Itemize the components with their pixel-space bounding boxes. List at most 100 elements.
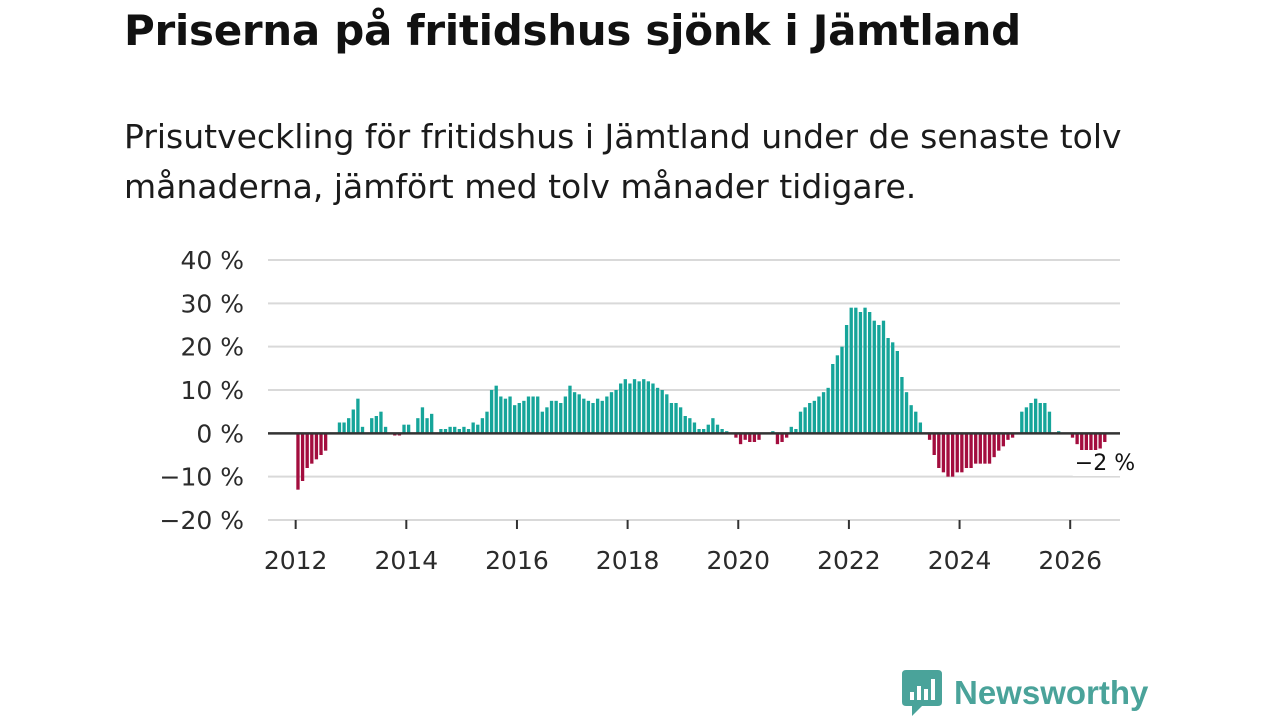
bar: [425, 418, 429, 434]
bar: [987, 433, 992, 464]
y-tick-label: 30 %: [180, 289, 244, 318]
bar: [720, 429, 724, 434]
bar: [955, 433, 959, 473]
bar: [628, 383, 632, 434]
bar: [370, 418, 374, 434]
bar: [835, 355, 840, 434]
brand-logo[interactable]: Newsworthy: [902, 670, 1148, 716]
bar: [909, 405, 913, 434]
bar: [1020, 411, 1024, 434]
bar: [891, 342, 895, 434]
bar: [904, 392, 909, 434]
bar: [715, 424, 720, 434]
bar: [798, 411, 803, 434]
bar: [508, 396, 512, 434]
bar: [646, 381, 651, 434]
brand-name: Newsworthy: [954, 674, 1149, 711]
bar: [600, 400, 604, 434]
bar: [900, 377, 904, 434]
last-value-label: −2 %: [1075, 451, 1135, 476]
bar: [1043, 403, 1047, 434]
bar: [1029, 403, 1033, 434]
bar: [1103, 433, 1107, 442]
bar: [383, 426, 388, 434]
bar: [674, 403, 678, 434]
bar: [757, 433, 761, 440]
bar: [881, 320, 886, 434]
bar: [789, 426, 793, 434]
bar: [651, 383, 655, 434]
y-tick-label: −20 %: [160, 506, 244, 535]
bar: [678, 407, 683, 434]
bar: [568, 385, 572, 434]
bar: [803, 407, 807, 434]
bar: [950, 433, 955, 477]
bar: [817, 396, 821, 434]
bar: [743, 433, 747, 440]
bar: [1080, 433, 1084, 451]
bar: [637, 381, 641, 434]
bar: [457, 429, 461, 434]
bar: [941, 433, 946, 473]
bar: [655, 387, 660, 434]
bar: [471, 422, 475, 434]
bar: [323, 433, 328, 451]
bar: [937, 433, 941, 468]
bar: [932, 433, 936, 455]
bar: [513, 405, 517, 434]
x-tick-label: 2022: [817, 546, 881, 575]
newsworthy-logo-icon: [902, 670, 942, 716]
bar: [831, 364, 835, 434]
bar: [296, 433, 300, 490]
annotation-background: [1072, 450, 1139, 476]
bar: [1075, 433, 1079, 445]
bar: [711, 418, 715, 434]
chart-subtitle: Prisutveckling för fritidshus i Jämtland…: [124, 117, 1122, 206]
bar: [517, 403, 521, 434]
bar: [586, 400, 591, 434]
bar: [914, 411, 918, 434]
bar: [536, 396, 540, 434]
bar: [808, 403, 812, 434]
bar: [1010, 433, 1015, 438]
bar: [780, 433, 784, 442]
bar: [927, 433, 932, 440]
bar: [868, 312, 872, 434]
bar: [342, 422, 346, 434]
bar: [692, 422, 697, 434]
bar: [946, 433, 950, 477]
bar: [337, 422, 342, 434]
bar: [526, 396, 531, 434]
bar: [462, 426, 466, 434]
bar: [886, 338, 890, 434]
bar: [540, 411, 544, 434]
bar: [794, 429, 798, 434]
bar: [660, 390, 664, 434]
bar: [863, 307, 867, 434]
bar: [614, 390, 618, 434]
bar: [430, 413, 434, 434]
bar: [310, 433, 314, 464]
bar: [623, 379, 627, 434]
bar: [1089, 433, 1093, 451]
bar: [974, 433, 978, 464]
bar: [374, 416, 378, 434]
bar: [665, 394, 669, 434]
bar: [305, 433, 309, 468]
bar: [347, 418, 351, 434]
bar: [785, 433, 789, 438]
bar: [840, 346, 844, 434]
x-tick-label: 2016: [485, 546, 549, 575]
bar: [748, 433, 752, 442]
bar: [895, 351, 899, 434]
bar: [577, 394, 581, 434]
bar: [356, 398, 360, 434]
bar: [632, 379, 637, 434]
bar: [642, 379, 646, 434]
bar: [499, 396, 503, 434]
y-tick-label: −10 %: [160, 463, 244, 492]
x-tick-label: 2026: [1038, 546, 1102, 575]
y-tick-label: 20 %: [180, 333, 244, 362]
bar: [531, 396, 535, 434]
